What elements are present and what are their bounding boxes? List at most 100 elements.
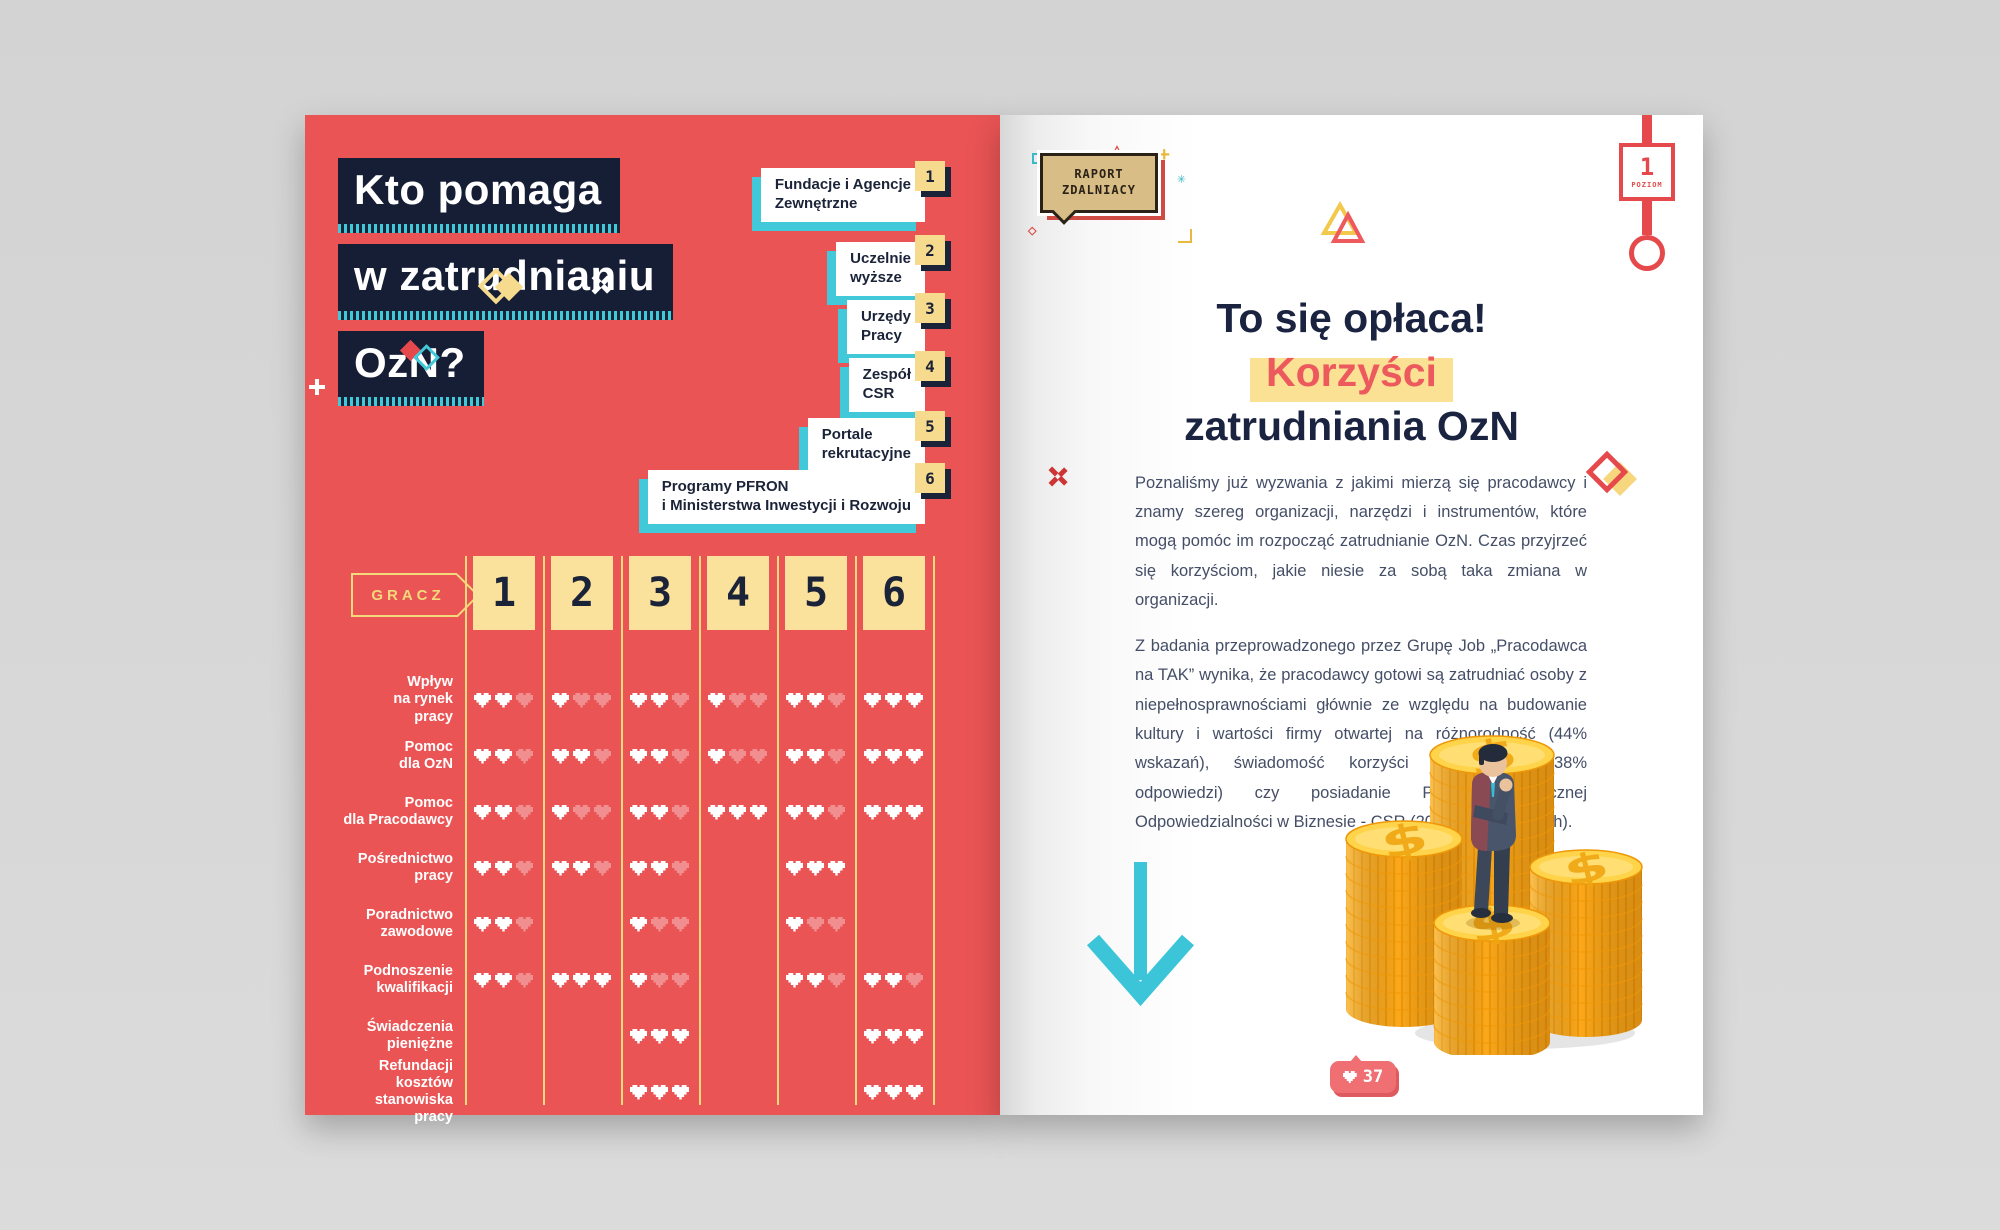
heart-icon bbox=[474, 748, 491, 764]
heart-icon bbox=[864, 1084, 881, 1100]
table-row: Wpływ na rynek pracy bbox=[325, 672, 939, 728]
right-page: △ + ✳ ◇ RAPORT ZDALNIACY 1 POZIOM bbox=[1000, 115, 1703, 1115]
triangle-sparkle-icon: △ bbox=[1112, 142, 1122, 157]
heart-icon bbox=[651, 692, 668, 708]
heart-icon bbox=[474, 804, 491, 820]
heart-icon bbox=[651, 916, 668, 932]
heart-icon bbox=[786, 860, 803, 876]
hearts-cell bbox=[621, 972, 699, 988]
heart-icon bbox=[474, 972, 491, 988]
heart-icon bbox=[630, 804, 647, 820]
heart-icon bbox=[708, 804, 725, 820]
logo-text-line1: RAPORT bbox=[1074, 167, 1124, 182]
heart-icon bbox=[516, 804, 533, 820]
x-sparkle-icon bbox=[1048, 465, 1070, 487]
table-grid-line bbox=[543, 556, 545, 1105]
heart-icon bbox=[552, 748, 569, 764]
hearts-cell bbox=[621, 916, 699, 932]
heart-icon bbox=[516, 972, 533, 988]
hearts-cell bbox=[699, 804, 777, 820]
title-underline-stripe bbox=[338, 310, 673, 320]
hearts-cell bbox=[465, 748, 543, 764]
column-header-5: 5 bbox=[785, 556, 847, 630]
heart-icon bbox=[672, 804, 689, 820]
heart-icon bbox=[630, 972, 647, 988]
diamond-sparkle-icon: ◇ bbox=[1028, 225, 1037, 237]
heart-icon bbox=[807, 860, 824, 876]
heart-icon bbox=[828, 804, 845, 820]
heart-icon bbox=[573, 972, 590, 988]
heart-icon bbox=[786, 748, 803, 764]
heart-icon bbox=[672, 860, 689, 876]
heart-icon bbox=[651, 1028, 668, 1044]
page-title-line: Kto pomaga bbox=[338, 158, 620, 225]
hearts-cell bbox=[465, 860, 543, 876]
row-label: Pomoc dla OzN bbox=[399, 738, 453, 772]
hearts-cell bbox=[543, 692, 621, 708]
table-row: Pomoc dla Pracodawcy bbox=[325, 784, 939, 840]
heart-icon bbox=[864, 1028, 881, 1044]
title-underline-stripe bbox=[338, 396, 484, 406]
help-box-1: Fundacje i Agencje Zewnętrzne 1 bbox=[760, 161, 945, 222]
heart-icon bbox=[672, 1084, 689, 1100]
heart-icon bbox=[906, 1084, 923, 1100]
raport-zdalniacy-logo: △ + ✳ ◇ RAPORT ZDALNIACY bbox=[1028, 143, 1192, 243]
hearts-cell bbox=[543, 860, 621, 876]
heart-icon bbox=[864, 748, 881, 764]
heart-icon bbox=[885, 804, 902, 820]
help-box-3: Urzędy Pracy 3 bbox=[846, 293, 945, 354]
help-box-6: Programy PFRON i Ministerstwa Inwestycji … bbox=[647, 463, 945, 524]
heart-icon bbox=[807, 972, 824, 988]
heart-icon bbox=[906, 1028, 923, 1044]
hearts-cell bbox=[777, 692, 855, 708]
heart-icon bbox=[828, 692, 845, 708]
table-row: Świadczenia pieniężne bbox=[325, 1008, 939, 1064]
level-marker-stem bbox=[1642, 115, 1652, 143]
heart-icon bbox=[708, 692, 725, 708]
table-row: Pomoc dla OzN bbox=[325, 728, 939, 784]
heart-icon bbox=[495, 860, 512, 876]
asterisk-sparkle-icon: ✳ bbox=[1176, 174, 1186, 186]
row-label: Podnoszenie kwalifikacji bbox=[363, 962, 453, 996]
heart-icon bbox=[474, 692, 491, 708]
table-grid-line bbox=[465, 556, 467, 1105]
hearts-cell bbox=[855, 748, 933, 764]
level-marker: 1 POZIOM bbox=[1617, 115, 1677, 271]
heart-icon bbox=[630, 692, 647, 708]
heart-icon bbox=[864, 692, 881, 708]
table-grid-line bbox=[933, 556, 935, 1105]
heart-icon bbox=[828, 916, 845, 932]
heart-icon bbox=[750, 748, 767, 764]
hearts-cell bbox=[543, 748, 621, 764]
heart-icon bbox=[573, 692, 590, 708]
heart-icon bbox=[906, 804, 923, 820]
coin-stacks: $$$$ bbox=[1345, 725, 1643, 1055]
heart-icon bbox=[495, 692, 512, 708]
help-box-label: Urzędy Pracy bbox=[846, 300, 925, 354]
hearts-cell bbox=[621, 860, 699, 876]
heart-icon bbox=[573, 748, 590, 764]
heart-icon bbox=[474, 860, 491, 876]
help-box-label: Fundacje i Agencje Zewnętrzne bbox=[760, 168, 925, 222]
heart-icon bbox=[708, 748, 725, 764]
heart-icon bbox=[864, 804, 881, 820]
heart-icon bbox=[807, 692, 824, 708]
heart-icon bbox=[552, 804, 569, 820]
heart-icon bbox=[495, 804, 512, 820]
help-box-number: 6 bbox=[915, 463, 945, 493]
title-line-3: zatrudniania OzN bbox=[1184, 403, 1519, 449]
heart-icon bbox=[630, 748, 647, 764]
heart-icon bbox=[594, 972, 611, 988]
heart-icon bbox=[750, 804, 767, 820]
table-row: Refundacji kosztów stanowiska pracy bbox=[325, 1058, 939, 1125]
hearts-cell bbox=[543, 804, 621, 820]
heart-icon bbox=[630, 860, 647, 876]
svg-text:$: $ bbox=[1464, 896, 1521, 954]
heart-icon bbox=[672, 972, 689, 988]
heart-icon bbox=[672, 748, 689, 764]
help-box-label: Portale rekrutacyjne bbox=[807, 418, 925, 472]
heart-icon bbox=[807, 804, 824, 820]
hearts-cell bbox=[699, 692, 777, 708]
row-label: Poradnictwo zawodowe bbox=[365, 906, 453, 940]
